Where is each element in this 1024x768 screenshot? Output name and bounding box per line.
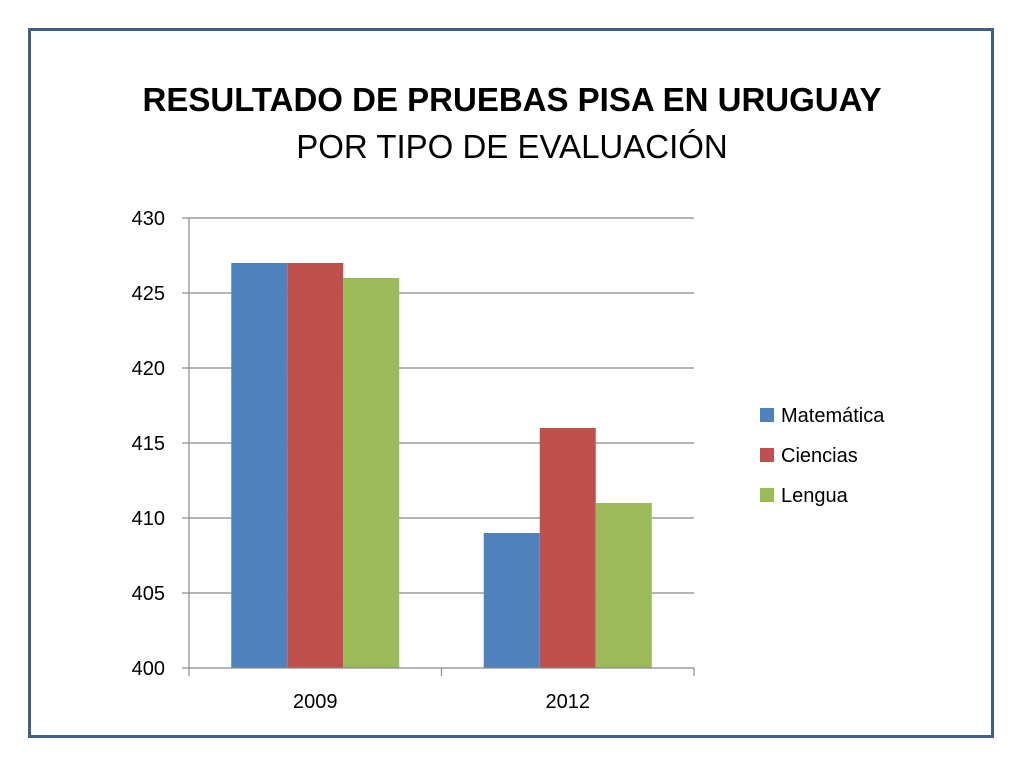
bar-matemática-2009 (231, 263, 288, 668)
chart-title: RESULTADO DE PRUEBAS PISA EN URUGUAY (142, 81, 882, 118)
bar-ciencias-2012 (539, 428, 596, 668)
y-tick-label: 405 (132, 583, 165, 605)
x-tick-label: 2012 (546, 691, 591, 713)
legend-label: Lengua (781, 485, 849, 507)
y-tick-label: 420 (132, 358, 165, 380)
y-tick-labels: 400 405 410 415 420 425 430 (132, 208, 165, 680)
bar-ciencias-2009 (287, 263, 344, 668)
y-tick-label: 410 (132, 508, 165, 530)
y-tick-label: 425 (132, 283, 165, 305)
bars-group (231, 263, 652, 668)
bar-lengua-2012 (595, 503, 652, 668)
bar-matemática-2012 (483, 533, 540, 668)
y-tick-label: 400 (132, 658, 165, 680)
legend-swatch (760, 448, 774, 462)
x-tick-labels: 2009 2012 (293, 691, 590, 713)
y-tick-label: 430 (132, 208, 165, 230)
legend: Matemática Ciencias Lengua (760, 405, 885, 507)
axes-group (188, 218, 695, 676)
bar-lengua-2009 (343, 278, 400, 668)
legend-label: Ciencias (781, 445, 858, 467)
legend-swatch (760, 408, 774, 422)
chart-subtitle: POR TIPO DE EVALUACIÓN (296, 128, 728, 165)
x-tick-label: 2009 (293, 691, 338, 713)
legend-label: Matemática (781, 405, 885, 427)
legend-swatch (760, 488, 774, 502)
y-tick-label: 415 (132, 433, 165, 455)
